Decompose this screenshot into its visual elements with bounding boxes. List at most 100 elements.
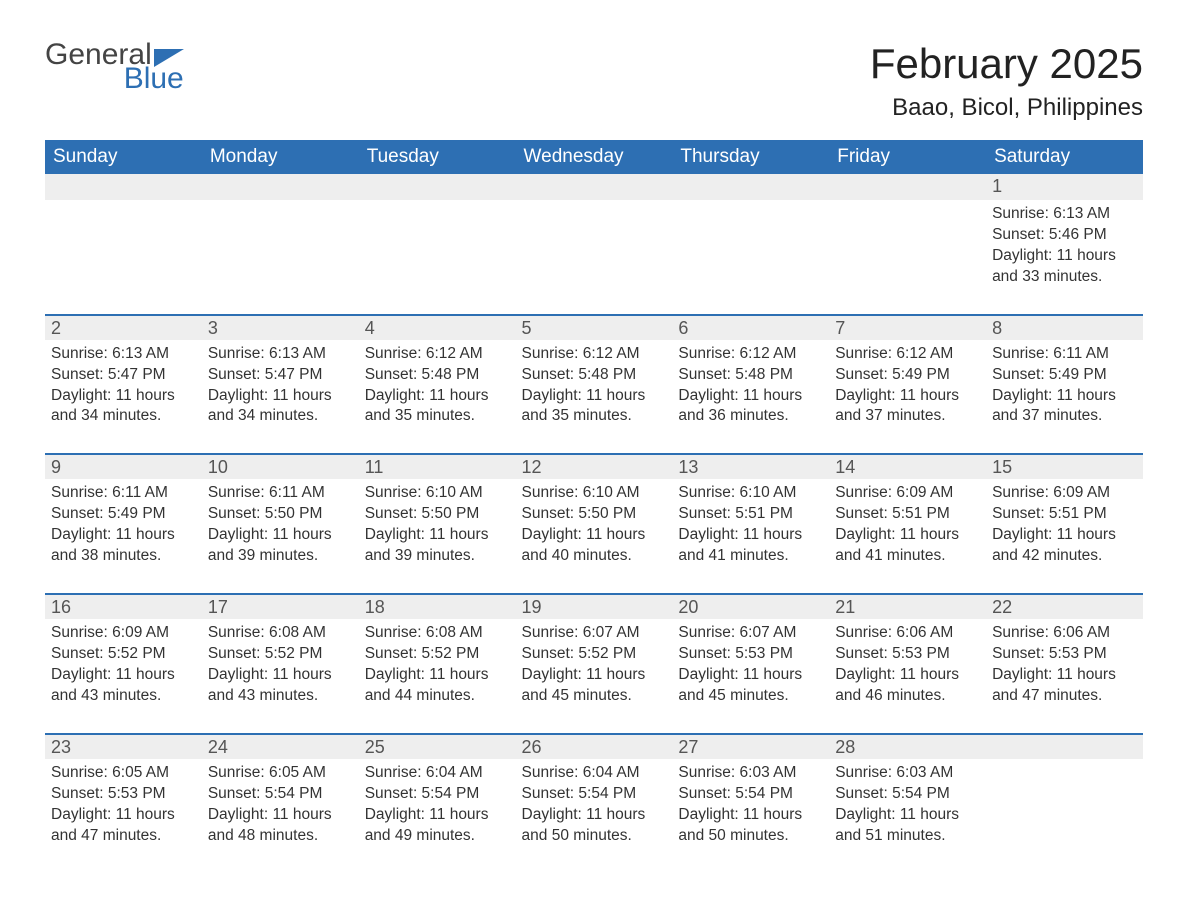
daylight-text: Daylight: 11 hours and 42 minutes. <box>992 525 1137 567</box>
day-body <box>45 200 202 251</box>
daylight-text: Daylight: 11 hours and 36 minutes. <box>678 386 823 428</box>
sunrise-text: Sunrise: 6:06 AM <box>992 623 1137 644</box>
day-number: 19 <box>516 593 673 619</box>
daylight-text: Daylight: 11 hours and 41 minutes. <box>678 525 823 567</box>
week-row: 16Sunrise: 6:09 AMSunset: 5:52 PMDayligh… <box>45 593 1143 733</box>
empty-day <box>516 174 673 200</box>
day-cell: 27Sunrise: 6:03 AMSunset: 5:54 PMDayligh… <box>672 733 829 873</box>
sunset-text: Sunset: 5:54 PM <box>365 784 510 805</box>
sunset-text: Sunset: 5:49 PM <box>51 504 196 525</box>
sunrise-text: Sunrise: 6:04 AM <box>365 763 510 784</box>
sunset-text: Sunset: 5:53 PM <box>678 644 823 665</box>
day-number: 25 <box>359 733 516 759</box>
daylight-text: Daylight: 11 hours and 35 minutes. <box>522 386 667 428</box>
sunrise-text: Sunrise: 6:07 AM <box>522 623 667 644</box>
sunset-text: Sunset: 5:50 PM <box>522 504 667 525</box>
week-row: 23Sunrise: 6:05 AMSunset: 5:53 PMDayligh… <box>45 733 1143 873</box>
day-number: 17 <box>202 593 359 619</box>
day-cell <box>45 174 202 314</box>
daylight-text: Daylight: 11 hours and 43 minutes. <box>51 665 196 707</box>
day-cell <box>202 174 359 314</box>
sunrise-text: Sunrise: 6:03 AM <box>678 763 823 784</box>
day-number: 20 <box>672 593 829 619</box>
day-cell: 18Sunrise: 6:08 AMSunset: 5:52 PMDayligh… <box>359 593 516 733</box>
day-cell <box>986 733 1143 873</box>
sunset-text: Sunset: 5:49 PM <box>835 365 980 386</box>
day-body <box>672 200 829 251</box>
day-cell: 24Sunrise: 6:05 AMSunset: 5:54 PMDayligh… <box>202 733 359 873</box>
sunrise-text: Sunrise: 6:09 AM <box>51 623 196 644</box>
empty-day <box>202 174 359 200</box>
day-body: Sunrise: 6:03 AMSunset: 5:54 PMDaylight:… <box>672 759 829 873</box>
week-row: 1Sunrise: 6:13 AMSunset: 5:46 PMDaylight… <box>45 174 1143 314</box>
location-text: Baao, Bicol, Philippines <box>870 94 1143 122</box>
sunset-text: Sunset: 5:53 PM <box>835 644 980 665</box>
day-cell: 25 Sunrise: 6:04 AMSunset: 5:54 PMDayligh… <box>359 733 516 873</box>
day-body: Sunrise: 6:08 AMSunset: 5:52 PMDaylight:… <box>202 619 359 733</box>
daylight-text: Daylight: 11 hours and 44 minutes. <box>365 665 510 707</box>
day-cell: 5Sunrise: 6:12 AMSunset: 5:48 PMDaylight… <box>516 314 673 454</box>
day-number: 23 <box>45 733 202 759</box>
day-cell: 10Sunrise: 6:11 AMSunset: 5:50 PMDayligh… <box>202 453 359 593</box>
day-number: 26 <box>516 733 673 759</box>
sunrise-text: Sunrise: 6:12 AM <box>522 344 667 365</box>
day-cell: 9Sunrise: 6:11 AMSunset: 5:49 PMDaylight… <box>45 453 202 593</box>
day-cell <box>829 174 986 314</box>
daylight-text: Daylight: 11 hours and 37 minutes. <box>992 386 1137 428</box>
calendar-body: 1Sunrise: 6:13 AMSunset: 5:46 PMDaylight… <box>45 174 1143 872</box>
day-cell: 19Sunrise: 6:07 AMSunset: 5:52 PMDayligh… <box>516 593 673 733</box>
daylight-text: Daylight: 11 hours and 34 minutes. <box>208 386 353 428</box>
empty-day <box>359 174 516 200</box>
sunset-text: Sunset: 5:48 PM <box>522 365 667 386</box>
daylight-text: Daylight: 11 hours and 50 minutes. <box>678 805 823 847</box>
sunset-text: Sunset: 5:53 PM <box>51 784 196 805</box>
day-body: Sunrise: 6:07 AMSunset: 5:53 PMDaylight:… <box>672 619 829 733</box>
day-cell: 15Sunrise: 6:09 AMSunset: 5:51 PMDayligh… <box>986 453 1143 593</box>
sunset-text: Sunset: 5:51 PM <box>992 504 1137 525</box>
calendar-table: Sunday Monday Tuesday Wednesday Thursday… <box>45 140 1143 872</box>
sunrise-text: Sunrise: 6:13 AM <box>992 204 1137 225</box>
day-cell: 16Sunrise: 6:09 AMSunset: 5:52 PMDayligh… <box>45 593 202 733</box>
sunset-text: Sunset: 5:50 PM <box>365 504 510 525</box>
day-number: 7 <box>829 314 986 340</box>
daylight-text: Daylight: 11 hours and 43 minutes. <box>208 665 353 707</box>
daylight-text: Daylight: 11 hours and 47 minutes. <box>51 805 196 847</box>
daylight-text: Daylight: 11 hours and 40 minutes. <box>522 525 667 567</box>
day-body: Sunrise: 6:08 AMSunset: 5:52 PMDaylight:… <box>359 619 516 733</box>
sunset-text: Sunset: 5:51 PM <box>835 504 980 525</box>
sunrise-text: Sunrise: 6:13 AM <box>51 344 196 365</box>
daylight-text: Daylight: 11 hours and 34 minutes. <box>51 386 196 428</box>
day-cell: 28Sunrise: 6:03 AMSunset: 5:54 PMDayligh… <box>829 733 986 873</box>
day-number: 9 <box>45 453 202 479</box>
week-row: 2Sunrise: 6:13 AMSunset: 5:47 PMDaylight… <box>45 314 1143 454</box>
daylight-text: Daylight: 11 hours and 49 minutes. <box>365 805 510 847</box>
day-body <box>359 200 516 251</box>
day-number: 18 <box>359 593 516 619</box>
month-title: February 2025 <box>870 40 1143 88</box>
day-body: Sunrise: 6:12 AMSunset: 5:48 PMDaylight:… <box>672 340 829 454</box>
daylight-text: Daylight: 11 hours and 41 minutes. <box>835 525 980 567</box>
day-cell: 26Sunrise: 6:04 AMSunset: 5:54 PMDayligh… <box>516 733 673 873</box>
day-body: Sunrise: 6:09 AMSunset: 5:51 PMDaylight:… <box>986 479 1143 593</box>
logo-text-blue: Blue <box>113 64 184 94</box>
day-body: Sunrise: 6:05 AMSunset: 5:53 PMDaylight:… <box>45 759 202 873</box>
sunrise-text: Sunrise: 6:12 AM <box>835 344 980 365</box>
day-cell: 12Sunrise: 6:10 AMSunset: 5:50 PMDayligh… <box>516 453 673 593</box>
dow-monday: Monday <box>202 140 359 174</box>
day-cell: 21Sunrise: 6:06 AMSunset: 5:53 PMDayligh… <box>829 593 986 733</box>
brand-logo: General Blue <box>45 40 184 94</box>
sunset-text: Sunset: 5:54 PM <box>678 784 823 805</box>
sunrise-text: Sunrise: 6:09 AM <box>992 483 1137 504</box>
day-cell <box>672 174 829 314</box>
day-number: 6 <box>672 314 829 340</box>
daylight-text: Daylight: 11 hours and 50 minutes. <box>522 805 667 847</box>
day-cell: 4Sunrise: 6:12 AMSunset: 5:48 PMDaylight… <box>359 314 516 454</box>
day-body: Sunrise: 6:05 AMSunset: 5:54 PMDaylight:… <box>202 759 359 873</box>
day-body: Sunrise: 6:06 AMSunset: 5:53 PMDaylight:… <box>829 619 986 733</box>
day-cell: 8Sunrise: 6:11 AMSunset: 5:49 PMDaylight… <box>986 314 1143 454</box>
sunset-text: Sunset: 5:52 PM <box>51 644 196 665</box>
sunset-text: Sunset: 5:49 PM <box>992 365 1137 386</box>
sunset-text: Sunset: 5:54 PM <box>208 784 353 805</box>
empty-day <box>45 174 202 200</box>
day-body: Sunrise: 6:12 AMSunset: 5:48 PMDaylight:… <box>516 340 673 454</box>
